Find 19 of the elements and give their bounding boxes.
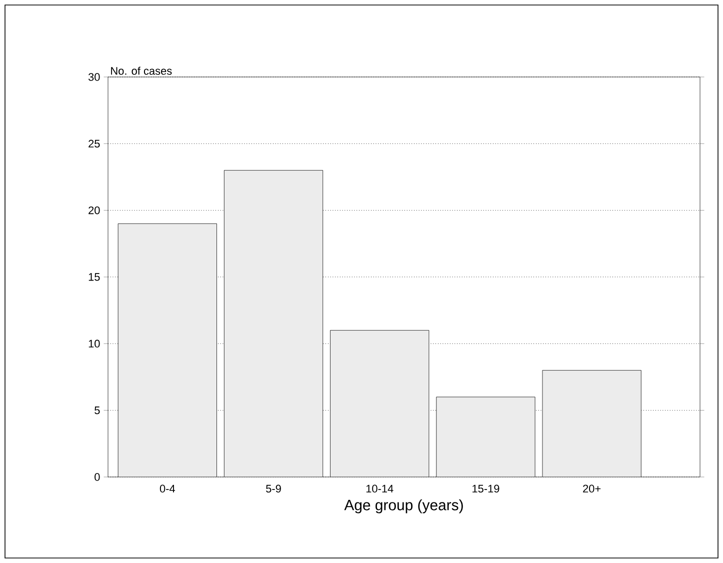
y-tick-label: 10 <box>88 340 100 348</box>
x-tick-label: 0-4 <box>160 484 176 493</box>
bar <box>118 224 217 477</box>
x-tick-label: 5-9 <box>266 484 281 493</box>
x-axis-title: Age group (years) <box>344 499 463 514</box>
y-tick-label: 5 <box>94 406 100 414</box>
bar <box>542 370 642 477</box>
y-tick-label: 25 <box>88 140 100 148</box>
y-tick-label: 0 <box>94 473 100 481</box>
x-tick-label: 15-19 <box>472 484 500 493</box>
y-tick-label: 15 <box>88 273 100 281</box>
bar <box>224 170 323 477</box>
y-tick-label: 30 <box>88 73 100 81</box>
x-tick-label: 10-14 <box>366 484 394 493</box>
y-axis-title: No. of cases <box>111 66 172 75</box>
x-tick-label: 20+ <box>583 484 601 493</box>
bar <box>436 396 536 477</box>
bar <box>330 330 429 477</box>
y-tick-label: 20 <box>88 206 100 214</box>
